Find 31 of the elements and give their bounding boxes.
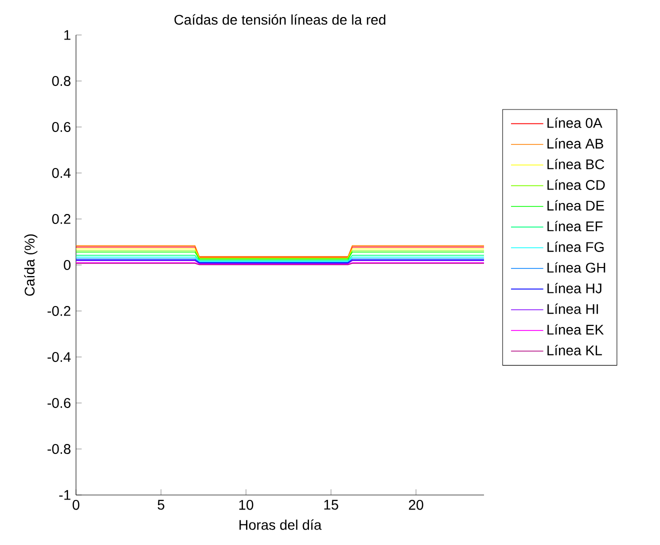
y-tick-label: -1 xyxy=(59,490,70,500)
y-tick-label: 1 xyxy=(64,30,70,40)
legend-label: Línea 0A xyxy=(547,117,602,128)
legend-label: Línea KL xyxy=(547,344,602,356)
y-tick-label: -0.8 xyxy=(48,444,70,454)
x-axis-title: Horas del día xyxy=(240,519,322,530)
y-tick-label: 0.6 xyxy=(52,122,70,132)
y-tick-label: 0.4 xyxy=(52,168,71,178)
y-tick-label: -0.6 xyxy=(48,398,70,408)
legend-label: Línea EF xyxy=(547,220,603,232)
y-tick-label: -0.2 xyxy=(48,306,70,316)
legend-label: Línea EK xyxy=(547,324,604,335)
legend-label: Línea BC xyxy=(547,158,604,170)
x-tick-label: 10 xyxy=(239,500,254,510)
legend-label: Línea AB xyxy=(547,138,604,149)
legend-label: Línea CD xyxy=(547,180,605,190)
x-tick-label: 5 xyxy=(158,500,164,510)
y-tick-label: 0.2 xyxy=(52,214,70,224)
chart-title: Caídas de tensión líneas de la red xyxy=(174,14,386,25)
legend-label: Línea GH xyxy=(547,262,606,273)
x-tick-label: 0 xyxy=(72,500,80,510)
x-tick-label: 15 xyxy=(324,500,338,510)
y-tick-label: 0.8 xyxy=(52,76,70,86)
y-tick-label: 0 xyxy=(64,260,71,270)
legend-label: Línea FG xyxy=(547,242,604,252)
legend-label: Línea HJ xyxy=(547,282,602,294)
x-tick-label: 20 xyxy=(408,500,424,510)
y-tick-label: -0.4 xyxy=(48,352,71,362)
y-axis-title: Caída (%) xyxy=(24,234,38,296)
legend-label: Línea DE xyxy=(547,200,604,211)
legend-label: Línea HI xyxy=(547,304,598,314)
